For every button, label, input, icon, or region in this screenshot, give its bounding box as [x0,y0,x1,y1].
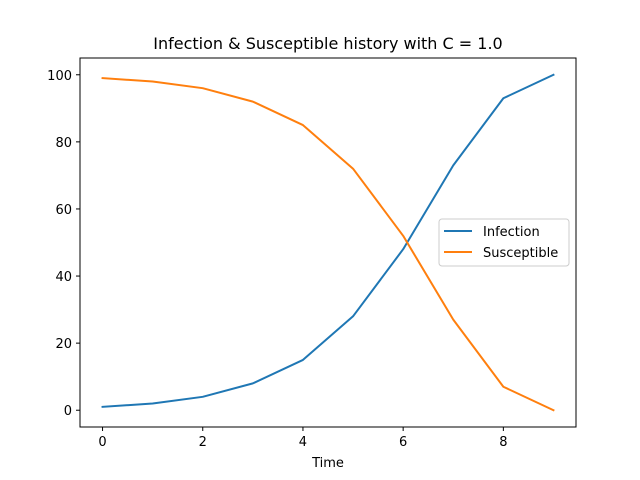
series-line-infection [101,73,555,408]
y-tick-label: 100 [47,69,72,84]
y-tick-label: 80 [55,136,72,151]
legend-label-susceptible: Susceptible [483,246,558,261]
x-tick-label: 4 [299,435,307,450]
y-axis: 0 20 40 60 80 100 [47,69,80,419]
x-tick-label: 0 [98,435,106,450]
plot-frame [79,57,577,428]
x-axis: 0 2 4 6 8 [98,427,507,450]
chart-title: Infection & Susceptible history with C =… [153,34,502,53]
legend-label-infection: Infection [483,225,540,240]
series-line-susceptible [101,77,555,412]
legend: Infection Susceptible [438,218,570,267]
series-layer [101,73,555,412]
y-tick-label: 60 [55,203,72,218]
x-tick-label: 2 [199,435,207,450]
x-tick-label: 6 [399,435,407,450]
y-tick-label: 0 [64,404,72,419]
y-tick-label: 40 [55,270,72,285]
x-axis-label: Time [311,456,344,471]
y-tick-label: 20 [55,337,72,352]
x-tick-label: 8 [499,435,507,450]
